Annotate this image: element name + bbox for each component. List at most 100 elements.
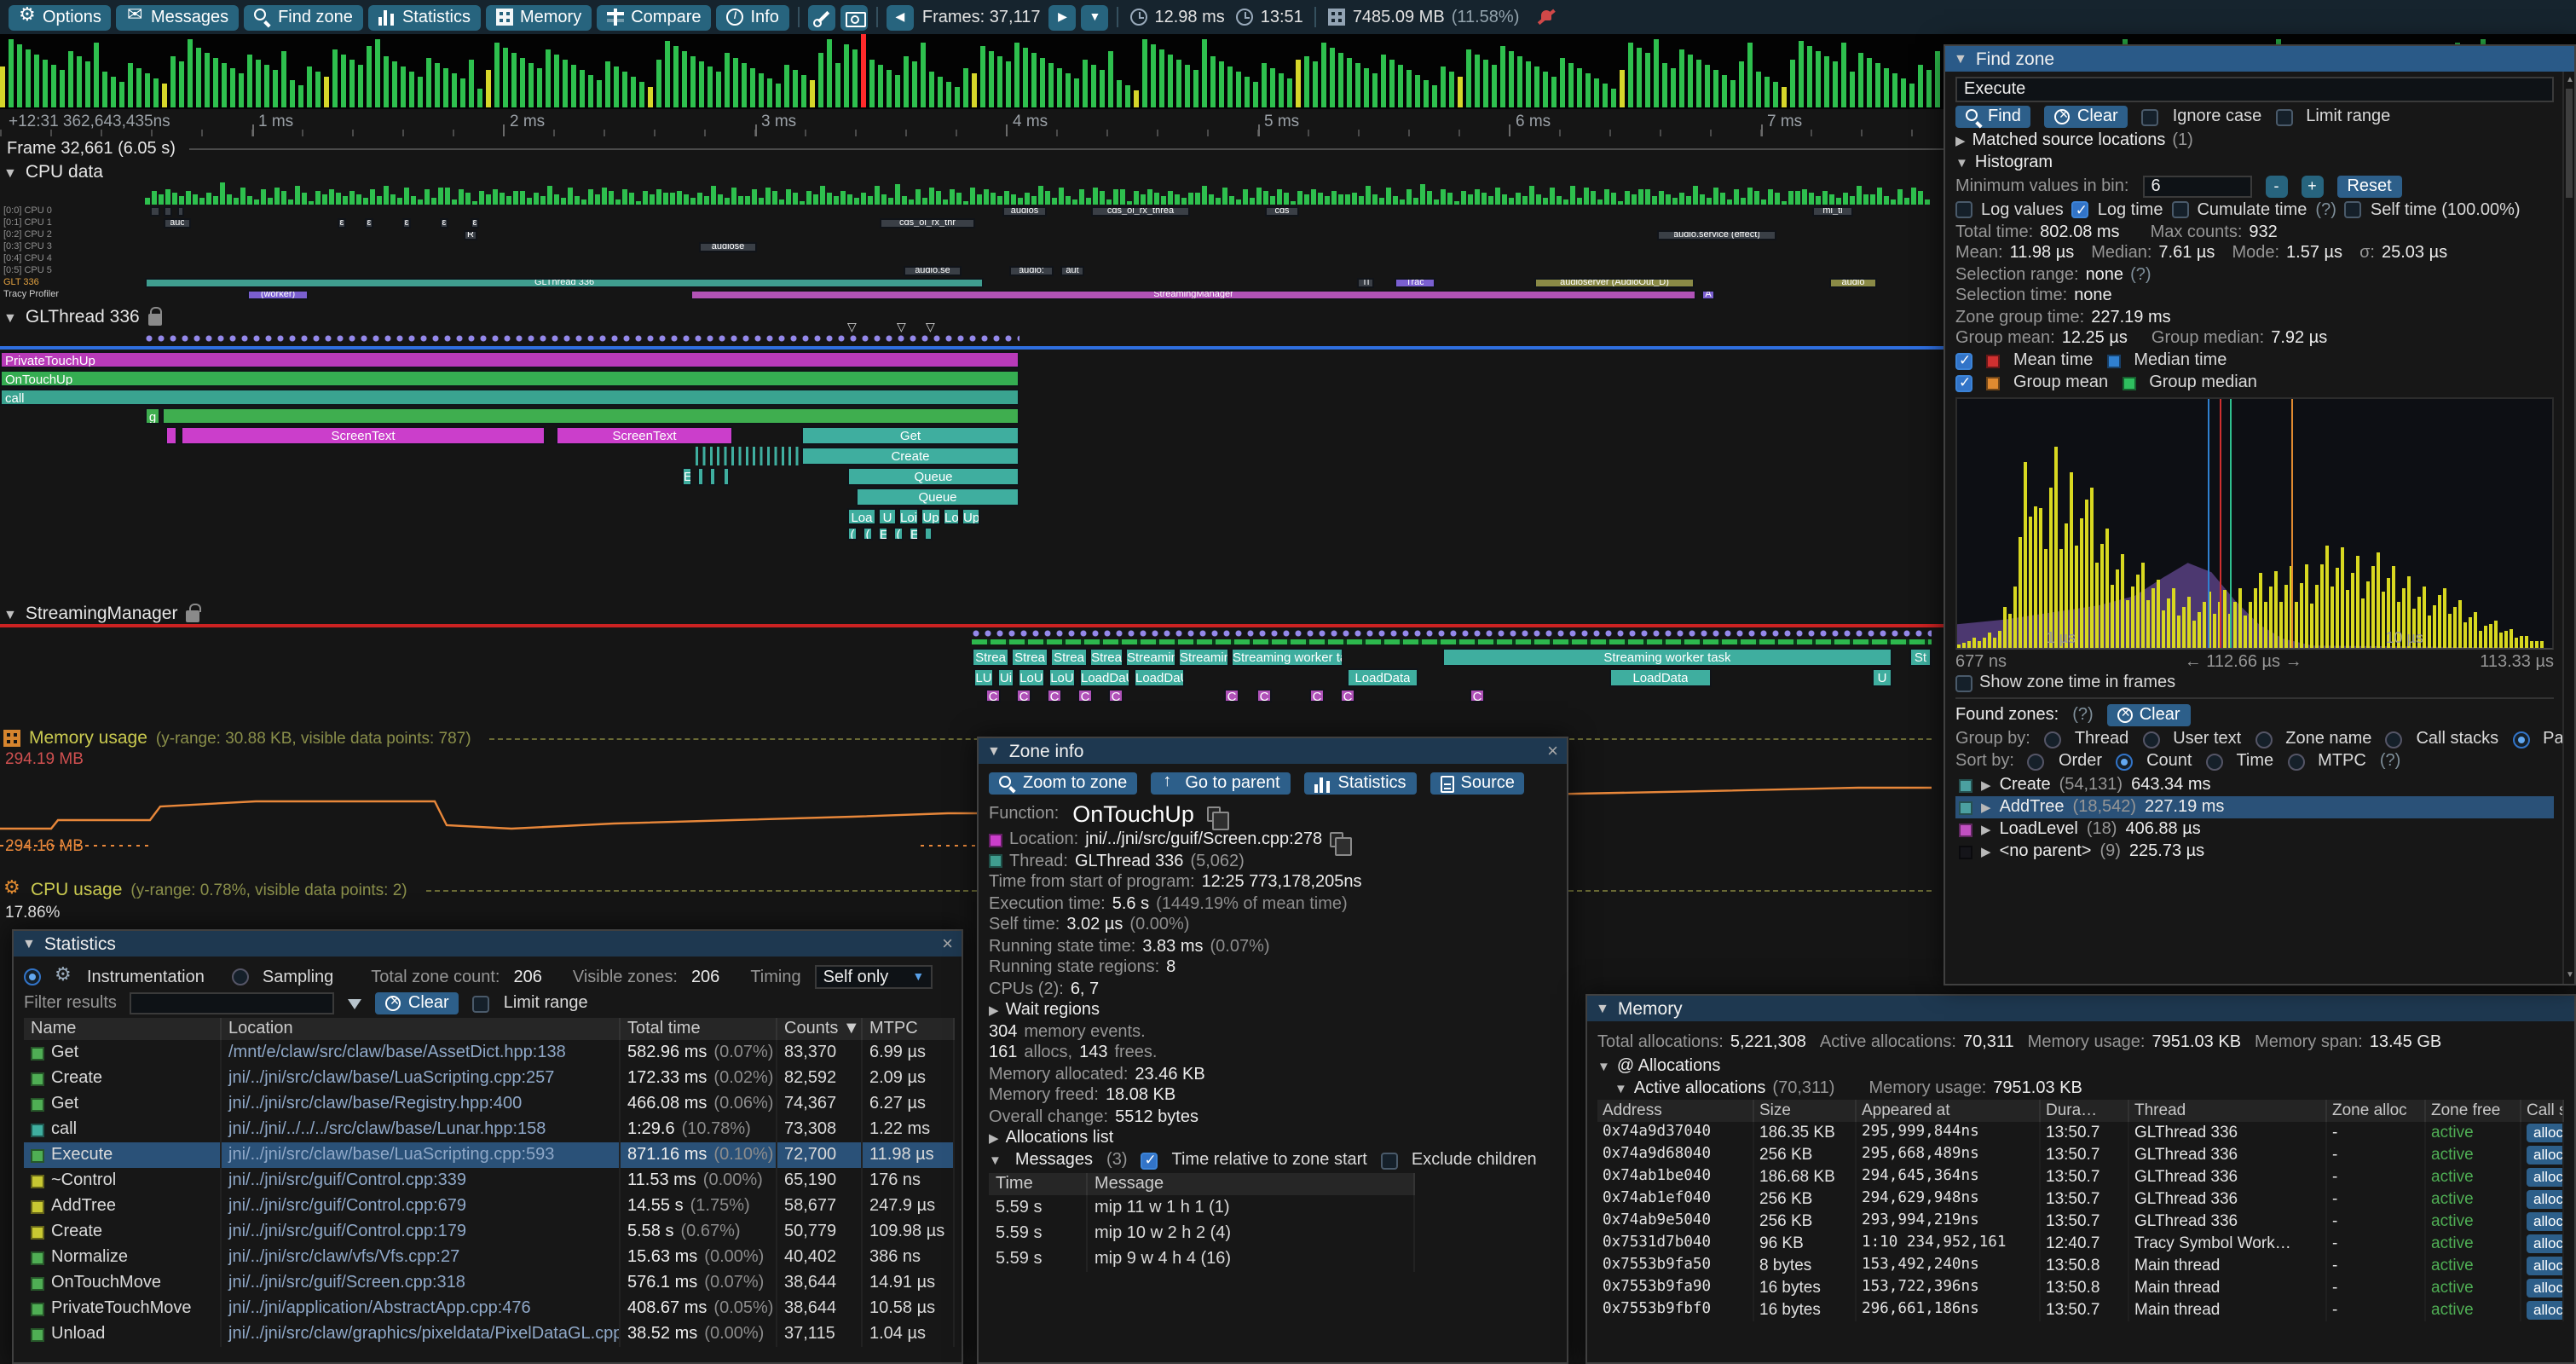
timing-dropdown[interactable]: Self only ▼ — [815, 965, 933, 989]
collapse-icon[interactable]: ▼ — [1614, 1080, 1627, 1095]
find-zone-histogram[interactable]: 1 µs10 µs — [1955, 397, 2554, 650]
expand-icon[interactable]: ▶ — [989, 1130, 999, 1146]
timeline-zone-c[interactable]: C — [1016, 689, 1031, 702]
timeline-zone--[interactable]: ε — [338, 218, 346, 228]
self-time-checkbox[interactable] — [2345, 201, 2362, 218]
stat-row-name[interactable]: Get — [24, 1091, 222, 1117]
column-header-appeared-at[interactable]: Appeared at — [1857, 1100, 2041, 1122]
timeline-zone-cds-ol-rx-thr[interactable]: cds_ol_rx_thr — [880, 218, 975, 228]
timeline-zone-strea[interactable]: Strea — [1050, 648, 1088, 667]
expand-icon[interactable]: ▶ — [1981, 822, 1991, 837]
timeline-zone-cds-ol-rx-threa[interactable]: cds_ol_rx_threa — [1091, 206, 1190, 217]
help-icon[interactable]: (?) — [2072, 706, 2093, 725]
column-header-zone-free[interactable]: Zone free — [2426, 1100, 2521, 1122]
timeline-zone-streaming-worker-task[interactable]: Streaming worker task — [1442, 648, 1892, 667]
radio-user-text[interactable] — [2142, 731, 2159, 748]
timeline-zone[interactable] — [162, 407, 1019, 425]
toolbar-button-messages[interactable]: Messages — [117, 4, 239, 30]
timeline-zone--worker-[interactable]: (worker) — [247, 290, 309, 300]
timeline-zone-c[interactable]: C — [1224, 689, 1239, 702]
stat-row-location[interactable]: jni/../jni/src/claw/base/Registry.hpp:40… — [222, 1091, 621, 1117]
stat-row-name[interactable]: ~Control — [24, 1168, 222, 1194]
memory-usage-graph[interactable]: 294.19 MB 294.16 MB — [0, 750, 1944, 856]
column-header-address[interactable]: Address — [1597, 1100, 1754, 1122]
memory-titlebar[interactable]: ▼ Memory — [1587, 996, 2574, 1021]
allocations-list-label[interactable]: Allocations list — [1006, 1129, 1114, 1147]
messages-label[interactable]: Messages — [1015, 1151, 1093, 1170]
timeline-zone-screentext[interactable]: ScreenText — [181, 426, 546, 445]
expand-icon[interactable]: ▶ — [1981, 844, 1991, 859]
stat-row-name[interactable]: Normalize — [24, 1245, 222, 1270]
alloc-callstack-button[interactable]: alloc — [2527, 1168, 2564, 1187]
frame-dropdown-button[interactable]: ▼ — [1081, 4, 1108, 30]
log-values-checkbox[interactable] — [1955, 201, 1972, 218]
timeline-zone-aut[interactable]: aut — [1060, 266, 1084, 276]
stat-row-name[interactable]: Create — [24, 1066, 222, 1091]
found-zone-row[interactable]: ▶Create(54,131)643.34 ms — [1955, 774, 2554, 796]
alloc-callstack-button[interactable]: alloc — [2527, 1234, 2564, 1253]
memory-usage-header[interactable]: Memory usage (y-range: 30.88 KB, visible… — [3, 728, 1932, 748]
histogram-label[interactable]: Histogram — [1975, 153, 2053, 171]
cpu-usage-header[interactable]: CPU usage (y-range: 0.78%, visible data … — [3, 880, 1932, 900]
toolbar-button-statistics[interactable]: Statistics — [368, 4, 481, 30]
found-zone-row[interactable]: ▶LoadLevel(18)406.88 µs — [1955, 818, 2554, 841]
go-to-parent-button[interactable]: Go to parent — [1151, 772, 1290, 795]
message-dots[interactable] — [972, 629, 1932, 638]
alloc-address[interactable]: 0x7531d7b040 — [1597, 1233, 1754, 1255]
tools-button[interactable] — [808, 4, 835, 30]
alloc-address[interactable]: 0x7553b9fbf0 — [1597, 1299, 1754, 1321]
timeline-zone-streaming-worker-tas[interactable]: Streaming worker tas — [1231, 648, 1343, 667]
timeline-zone-c[interactable]: C — [1077, 689, 1093, 702]
timeline-zone-loaddau[interactable]: LoadDaU — [1079, 668, 1130, 687]
timeline-zone-g[interactable]: g — [145, 407, 160, 425]
funnel-icon[interactable] — [349, 998, 362, 1009]
instrumentation-radio[interactable] — [24, 968, 41, 985]
timeline-zone[interactable] — [164, 206, 172, 217]
found-zone-row[interactable]: ▶<no parent>(9)225.73 µs — [1955, 841, 2554, 863]
cumulate-time-checkbox[interactable] — [2171, 201, 2188, 218]
find-button[interactable]: Find — [1955, 106, 2031, 128]
stat-row-location[interactable]: /mnt/e/claw/src/claw/base/AssetDict.hpp:… — [222, 1040, 621, 1066]
timeline-zone-a[interactable]: A — [1701, 290, 1715, 300]
alloc-callstack-button[interactable]: alloc — [2527, 1212, 2564, 1231]
exclude-children-checkbox[interactable] — [1381, 1152, 1398, 1169]
timeline-zone-queue[interactable]: Queue — [847, 467, 1019, 486]
timeline-zone-audios[interactable]: audios — [1002, 206, 1047, 217]
expand-icon[interactable]: ▶ — [1955, 133, 1966, 148]
stat-row-name[interactable]: Get — [24, 1040, 222, 1066]
prev-frame-button[interactable]: ◀ — [887, 4, 914, 30]
statistics-button[interactable]: Statistics — [1304, 772, 1417, 795]
cpu-activity-graph[interactable] — [0, 184, 1944, 205]
timeline-zone-c[interactable]: C — [1309, 689, 1325, 702]
found-zone-row[interactable]: ▶AddTree(18,542)227.19 ms — [1955, 796, 2554, 818]
lock-icon[interactable] — [186, 610, 199, 622]
timeline-zone--[interactable]: ε — [440, 218, 448, 228]
alloc-callstack-button[interactable]: alloc — [2527, 1301, 2564, 1320]
find-clear-button[interactable]: Clear — [2045, 106, 2128, 128]
column-header-message[interactable]: Message — [1088, 1173, 1415, 1195]
stat-row-name[interactable]: PrivateTouchMove — [24, 1296, 222, 1321]
zone-info-titlebar[interactable]: ▼ Zone info × — [979, 738, 1567, 764]
timeline-zone[interactable] — [165, 426, 177, 445]
stat-row-name[interactable]: Create — [24, 1219, 222, 1245]
timeline-zone-get[interactable]: Get — [801, 426, 1019, 445]
expand-icon[interactable]: ▶ — [1981, 777, 1991, 793]
find-zone-query-input[interactable] — [1955, 77, 2554, 102]
column-header-call-stack[interactable]: Call stack — [2521, 1100, 2564, 1122]
timeline-zone--[interactable]: ( — [893, 527, 904, 540]
scroll-up-icon[interactable]: ▲ — [2564, 75, 2576, 85]
legend-checkbox[interactable] — [1955, 352, 1972, 369]
collapse-icon[interactable]: ▼ — [1597, 1059, 1610, 1074]
timeline-zone-audio[interactable]: audio — [1829, 278, 1877, 288]
timeline-zone-up[interactable]: Up — [962, 508, 980, 525]
limit-range-checkbox[interactable] — [473, 995, 490, 1012]
muted-bell-icon[interactable] — [1538, 9, 1555, 26]
cpu-data-header[interactable]: ▼ CPU data — [3, 162, 1932, 182]
expand-icon[interactable]: ▶ — [989, 1003, 999, 1018]
timeline-zone[interactable] — [723, 467, 730, 486]
min-bin-decrease-button[interactable]: - — [2265, 175, 2287, 197]
time-relative-checkbox[interactable] — [1141, 1152, 1158, 1169]
timeline-zone-c[interactable]: C — [1256, 689, 1272, 702]
allocations-section-label[interactable]: @ Allocations — [1617, 1057, 1721, 1076]
help-icon[interactable]: (?) — [2130, 265, 2151, 284]
